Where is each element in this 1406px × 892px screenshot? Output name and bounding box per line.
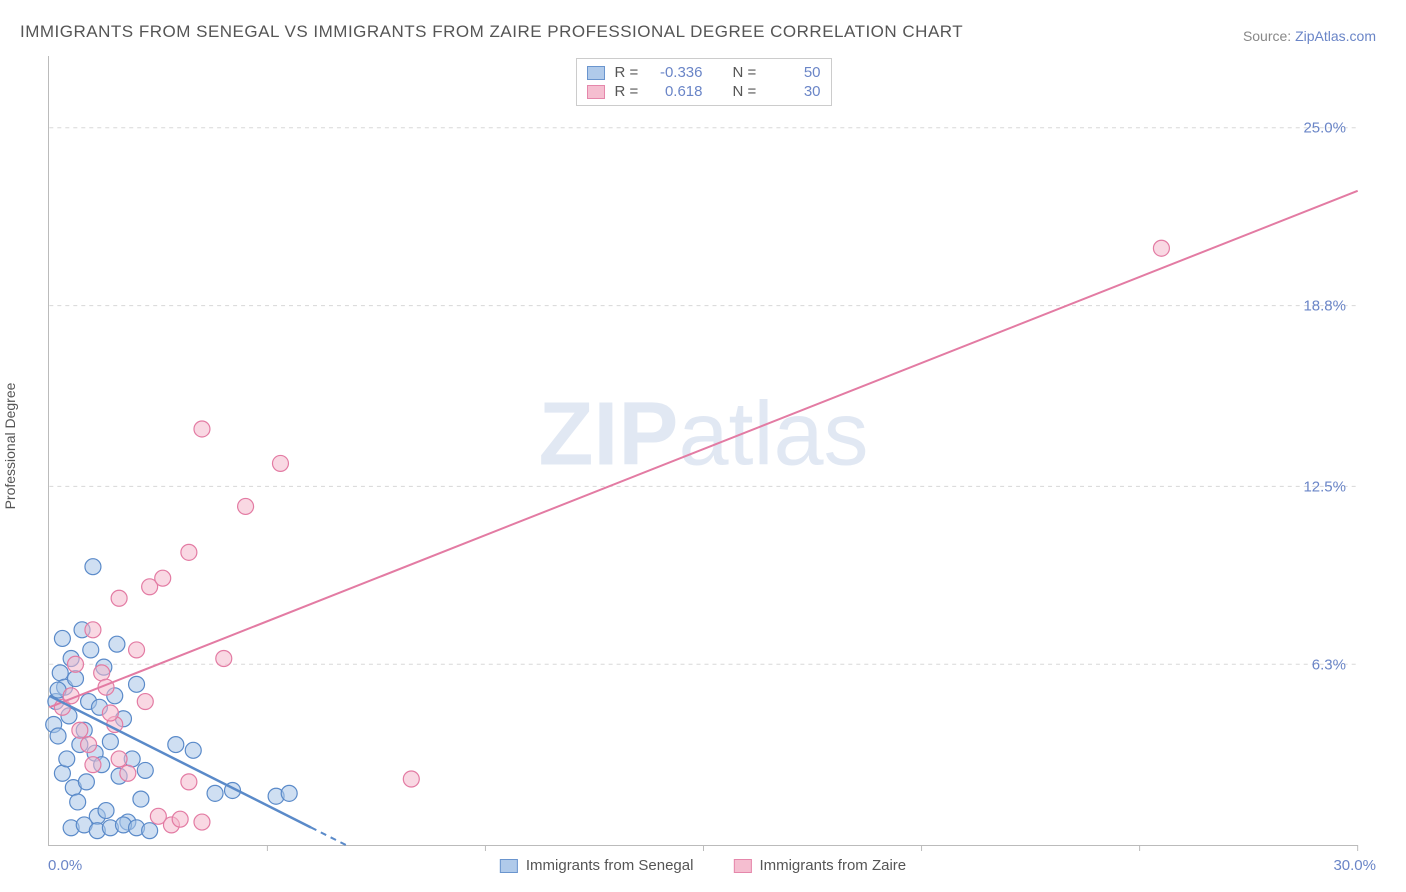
zaire-swatch-icon — [733, 859, 751, 873]
x-axis-max-label: 30.0% — [1333, 857, 1376, 874]
zaire-swatch — [587, 85, 605, 99]
scatter-svg — [49, 56, 1358, 845]
senegal-swatch — [587, 66, 605, 80]
source-link[interactable]: ZipAtlas.com — [1295, 28, 1376, 44]
r-label: R = — [615, 64, 643, 81]
n-label: N = — [733, 64, 761, 81]
legend-senegal: Immigrants from Senegal — [500, 857, 694, 874]
legend-zaire-label: Immigrants from Zaire — [759, 857, 906, 874]
y-tick-label: 6.3% — [1312, 657, 1346, 674]
senegal-n-value: 50 — [771, 64, 821, 81]
legend-senegal-row: R = -0.336 N = 50 — [587, 63, 821, 82]
chart-plot-area: ZIPatlas R = -0.336 N = 50 R = 0.618 N =… — [48, 56, 1358, 846]
x-axis-min-label: 0.0% — [48, 857, 82, 874]
r-label: R = — [615, 83, 643, 100]
legend-zaire-row: R = 0.618 N = 30 — [587, 82, 821, 101]
y-tick-label: 18.8% — [1303, 297, 1346, 314]
correlation-legend: R = -0.336 N = 50 R = 0.618 N = 30 — [576, 58, 832, 106]
zaire-n-value: 30 — [771, 83, 821, 100]
n-label: N = — [733, 83, 761, 100]
y-tick-label: 12.5% — [1303, 478, 1346, 495]
source-label: Source: — [1243, 28, 1295, 44]
legend-zaire: Immigrants from Zaire — [733, 857, 906, 874]
zaire-r-value: 0.618 — [653, 83, 703, 100]
legend-senegal-label: Immigrants from Senegal — [526, 857, 694, 874]
y-tick-label: 25.0% — [1303, 119, 1346, 136]
y-axis-label: Professional Degree — [2, 383, 18, 510]
senegal-swatch-icon — [500, 859, 518, 873]
source-attribution: Source: ZipAtlas.com — [1243, 28, 1376, 44]
series-legend: Immigrants from Senegal Immigrants from … — [500, 857, 906, 874]
senegal-r-value: -0.336 — [653, 64, 703, 81]
chart-title: IMMIGRANTS FROM SENEGAL VS IMMIGRANTS FR… — [20, 22, 963, 42]
